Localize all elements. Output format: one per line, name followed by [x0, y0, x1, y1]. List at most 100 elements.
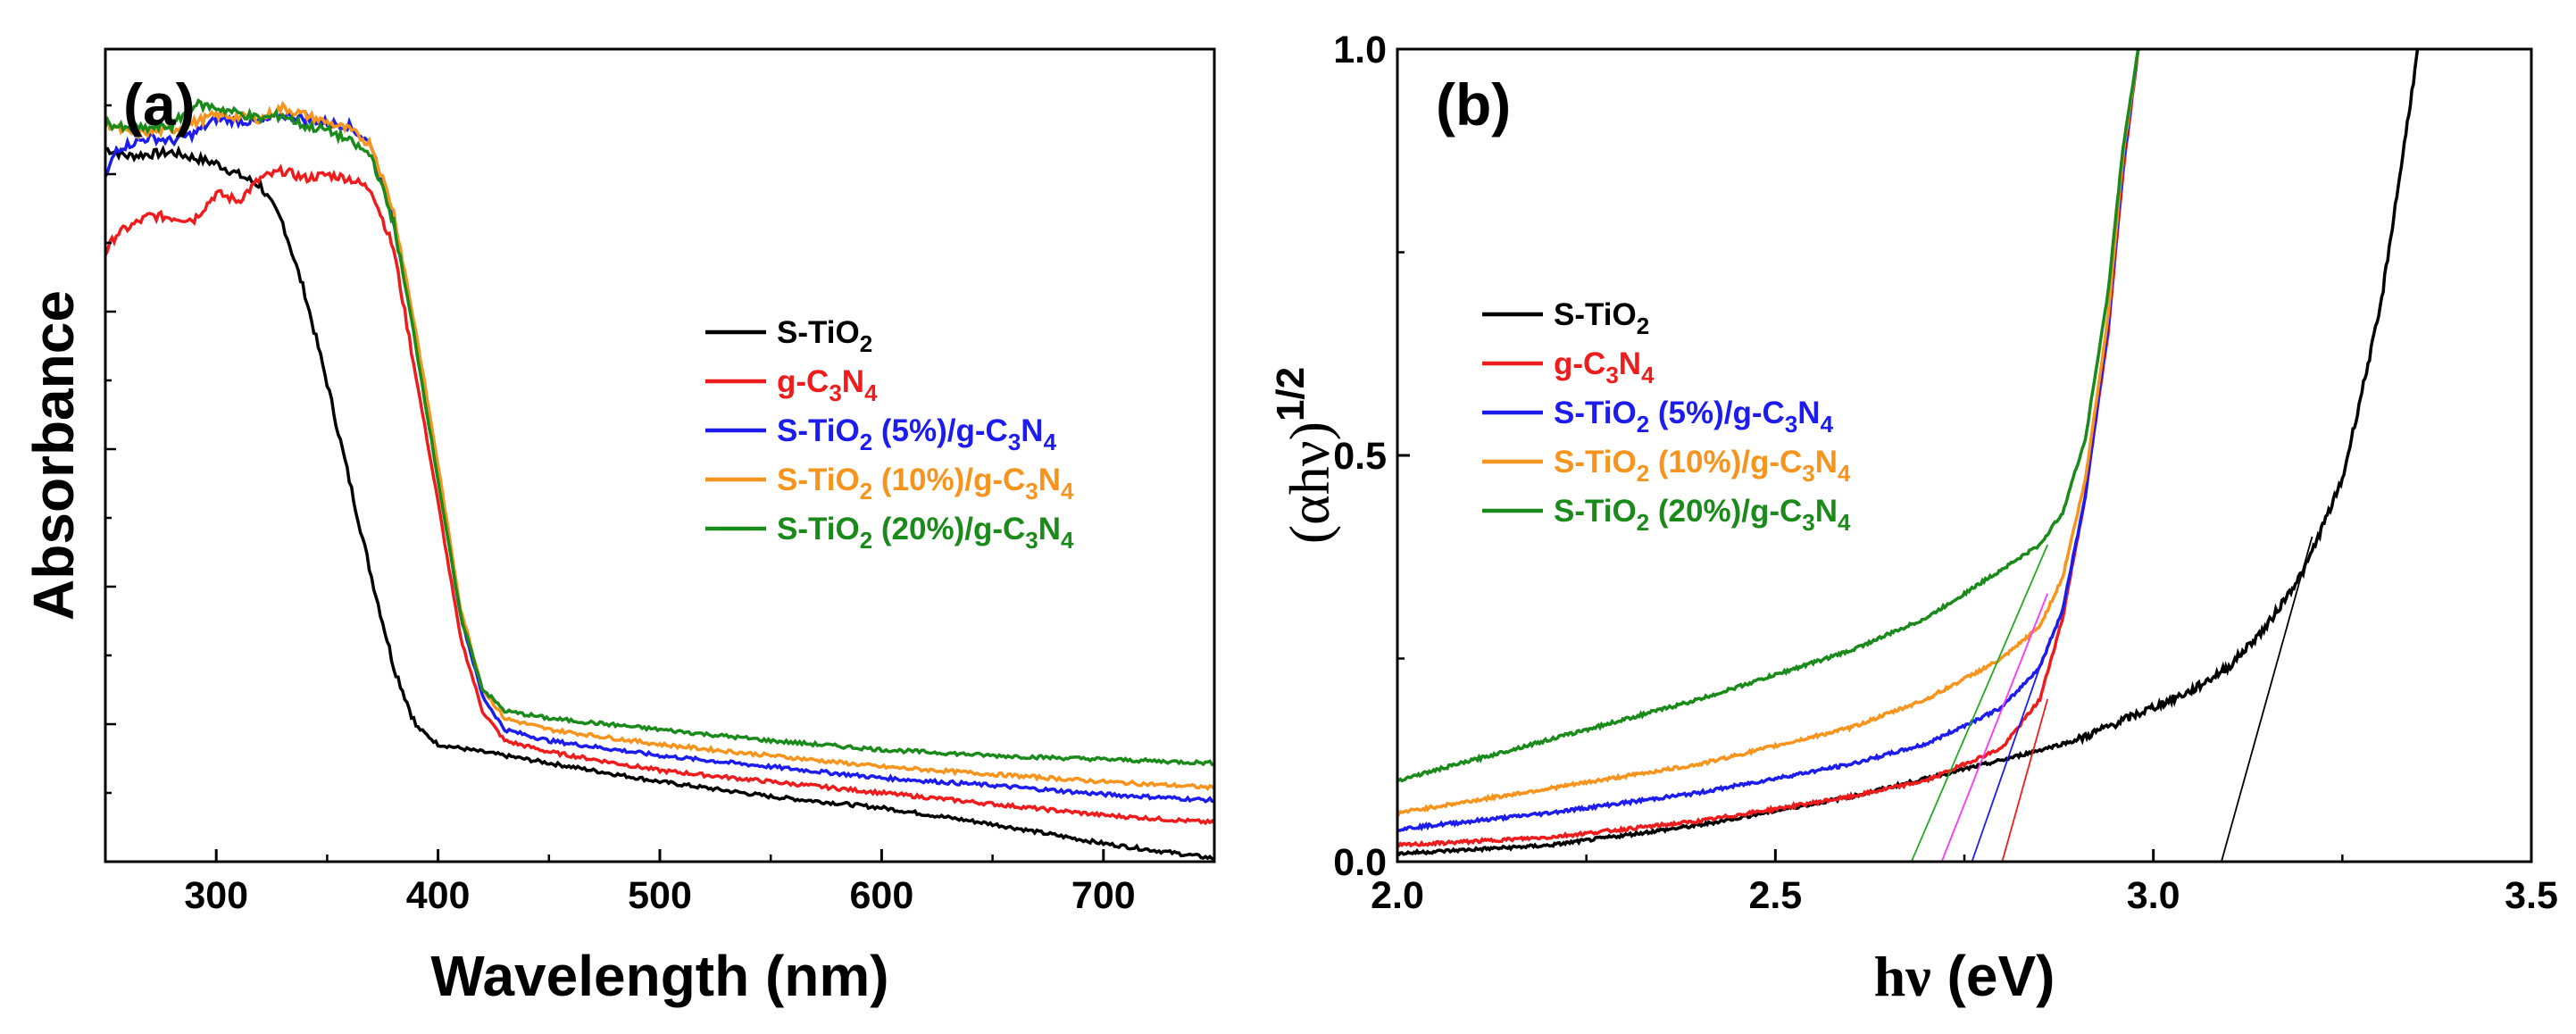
- panel-b-ytick-label-2: 1.0: [1333, 29, 1387, 71]
- panel-b-tangent-2: [2001, 698, 2049, 863]
- panel-a-legend-text-5-6: 4: [1061, 527, 1074, 554]
- panel-a-legend-text-3-2: 2: [860, 429, 872, 455]
- panel-a-xtick-label-500: 500: [628, 874, 692, 917]
- panel-a-legend-text-2-1: g-C: [777, 364, 829, 399]
- panel-a-legend-text-3-1: S-TiO: [777, 413, 860, 448]
- panel-b-ticks: 2.0 2.5 3.0 3.5 0.0 0.5 1.0: [1333, 29, 2558, 917]
- panel-b-ylabel-base: (αhν): [1278, 421, 1341, 544]
- panel-b-tangent-5: [1910, 544, 2048, 863]
- panel-a-series-line-5: [105, 97, 1214, 767]
- panel-a-legend-text-2-3: N: [842, 364, 864, 399]
- panel-a-ylabel: Absorbance: [21, 290, 86, 621]
- panel-b-ylabel: (αhν)1/2: [1269, 367, 1341, 544]
- panel-b-xlabel-unit: (eV): [1931, 944, 2055, 1008]
- panel-b-legend-text-5-5: N: [1815, 494, 1838, 529]
- panel-b-legend-text-2-1: g-C: [1554, 346, 1605, 381]
- panel-b-legend-label-3: S-TiO2 (5%)/g-C3N4: [1554, 396, 1834, 438]
- panel-a-xtick-label-400: 400: [406, 874, 471, 917]
- panel-a-legend-text-2-2: 3: [829, 379, 841, 406]
- panel-b-xlabel-hnu: hν: [1874, 945, 1931, 1008]
- panel-a-legend-label-3: S-TiO2 (5%)/g-C3N4: [777, 413, 1057, 455]
- panel-b-legend-text-4-5: N: [1815, 445, 1838, 479]
- panel-b-legend-text-3-6: 4: [1821, 411, 1834, 438]
- panel-a-xtick-label-600: 600: [850, 874, 914, 917]
- panel-a-legend-text-1-1: S-TiO: [777, 315, 860, 350]
- panel-a-legend-label-2: g-C3N4: [777, 364, 878, 406]
- panel-a-legend-text-5-5: N: [1038, 512, 1061, 546]
- panel-b-legend-text-5-4: 3: [1802, 509, 1814, 536]
- panel-b-series-line-4: [1397, 49, 2140, 817]
- panel-a-legend-text-4-4: 3: [1025, 478, 1038, 504]
- panel-a-xlabel: Wavelength (nm): [430, 944, 888, 1008]
- panel-b-legend-text-2-4: 4: [1641, 362, 1655, 388]
- panel-a-xtick-label-700: 700: [1071, 874, 1136, 917]
- panel-b-series-line-2: [1397, 49, 2140, 848]
- panel-a-legend-text-5-3: (20%)/g-C: [872, 512, 1025, 546]
- panel-b-legend-text-5-1: S-TiO: [1554, 494, 1637, 529]
- panel-b-tangents: [1910, 536, 2313, 863]
- panel-b-legend-text-5-2: 2: [1637, 509, 1649, 536]
- panel-b-legend-text-4-2: 2: [1637, 460, 1649, 487]
- panel-a-series-line-3: [105, 110, 1214, 804]
- panel-b-xtick-label-0: 2.0: [1371, 874, 1424, 917]
- panel-a-series-line-1: [105, 145, 1214, 861]
- panel-b-tangent-1: [2220, 536, 2313, 863]
- panel-b-legend-label-4: S-TiO2 (10%)/g-C3N4: [1554, 445, 1851, 487]
- panel-b-xlabel: hν (eV): [1874, 944, 2055, 1008]
- panel-b-legend-text-2-3: N: [1619, 346, 1641, 381]
- panel-b-series-line-1: [1397, 49, 2420, 857]
- panel-a-legend-label-5: S-TiO2 (20%)/g-C3N4: [777, 512, 1074, 554]
- panel-b-legend-text-4-1: S-TiO: [1554, 445, 1637, 479]
- panel-b: 2.0 2.5 3.0 3.5 0.0 0.5 1.0 (b) hν (eV) (αhν)1…: [1269, 29, 2558, 1008]
- panel-b-legend-text-2-2: 3: [1605, 362, 1618, 388]
- panel-b-legend-text-3-2: 2: [1637, 411, 1649, 438]
- panel-b-xtick-label-2: 3.0: [2127, 874, 2180, 917]
- panel-a-legend-text-4-5: N: [1038, 463, 1061, 497]
- panel-a-series-line-2: [105, 163, 1214, 826]
- panel-b-legend-text-5-6: 4: [1838, 509, 1851, 536]
- panel-a-frame: [104, 47, 1216, 863]
- panel-b-legend-text-1-2: 2: [1637, 313, 1649, 339]
- panel-b-legend-text-3-3: (5%)/g-C: [1649, 396, 1785, 430]
- panel-b-legend-text-4-3: (10%)/g-C: [1649, 445, 1802, 479]
- panel-a-ticks: 300 400 500 600 700: [104, 104, 1216, 917]
- panel-b-series-line-3: [1397, 49, 2140, 832]
- panel-b-legend-text-1-1: S-TiO: [1554, 297, 1637, 332]
- panel-a-legend-text-3-4: 3: [1008, 429, 1021, 455]
- panel-a-legend-text-4-3: (10%)/g-C: [872, 463, 1025, 497]
- panel-a-legend-text-5-4: 3: [1025, 527, 1038, 554]
- panel-a-series: [105, 97, 1214, 861]
- panel-a: 300 400 500 600 700 (a) Wavelength (nm) Abso…: [21, 47, 1216, 1008]
- panel-b-legend-text-5-3: (20%)/g-C: [1649, 494, 1802, 529]
- panel-a-series-line-4: [105, 100, 1214, 791]
- panel-b-tangent-3: [1971, 666, 2041, 863]
- panel-a-legend-text-4-1: S-TiO: [777, 463, 860, 497]
- panel-a-legend-text-3-6: 4: [1044, 429, 1057, 455]
- panel-a-legend-label-1: S-TiO2: [777, 315, 872, 357]
- panel-a-letter: (a): [123, 71, 196, 138]
- panel-a-legend-text-3-3: (5%)/g-C: [872, 413, 1008, 448]
- panel-a-legend-text-4-6: 4: [1061, 478, 1074, 504]
- panel-a-legend-text-4-2: 2: [860, 478, 872, 504]
- panel-a-xtick-label-300: 300: [184, 874, 248, 917]
- panel-b-letter: (b): [1436, 71, 1511, 138]
- panel-b-xtick-label-3: 3.5: [2505, 874, 2558, 917]
- panel-a-legend-label-4: S-TiO2 (10%)/g-C3N4: [777, 463, 1074, 504]
- panel-b-series: [1397, 49, 2420, 857]
- panel-b-legend-text-3-4: 3: [1785, 411, 1797, 438]
- panel-a-legend-text-1-2: 2: [860, 330, 872, 357]
- panel-b-legend-label-1: S-TiO2: [1554, 297, 1649, 339]
- panel-b-ytick-label-1: 0.5: [1333, 435, 1387, 478]
- panel-b-legend-label-5: S-TiO2 (20%)/g-C3N4: [1554, 494, 1851, 536]
- panel-a-legend-text-2-4: 4: [864, 379, 878, 406]
- panel-a-legend-text-5-2: 2: [860, 527, 872, 554]
- panel-b-legend-text-3-5: N: [1797, 396, 1820, 430]
- panel-b-legend-text-4-6: 4: [1838, 460, 1851, 487]
- panel-b-xtick-label-1: 2.5: [1748, 874, 1802, 917]
- panel-b-ytick-label-0: 0.0: [1333, 841, 1387, 884]
- panel-a-legend-text-3-5: N: [1021, 413, 1043, 448]
- panel-a-legend-text-5-1: S-TiO: [777, 512, 860, 546]
